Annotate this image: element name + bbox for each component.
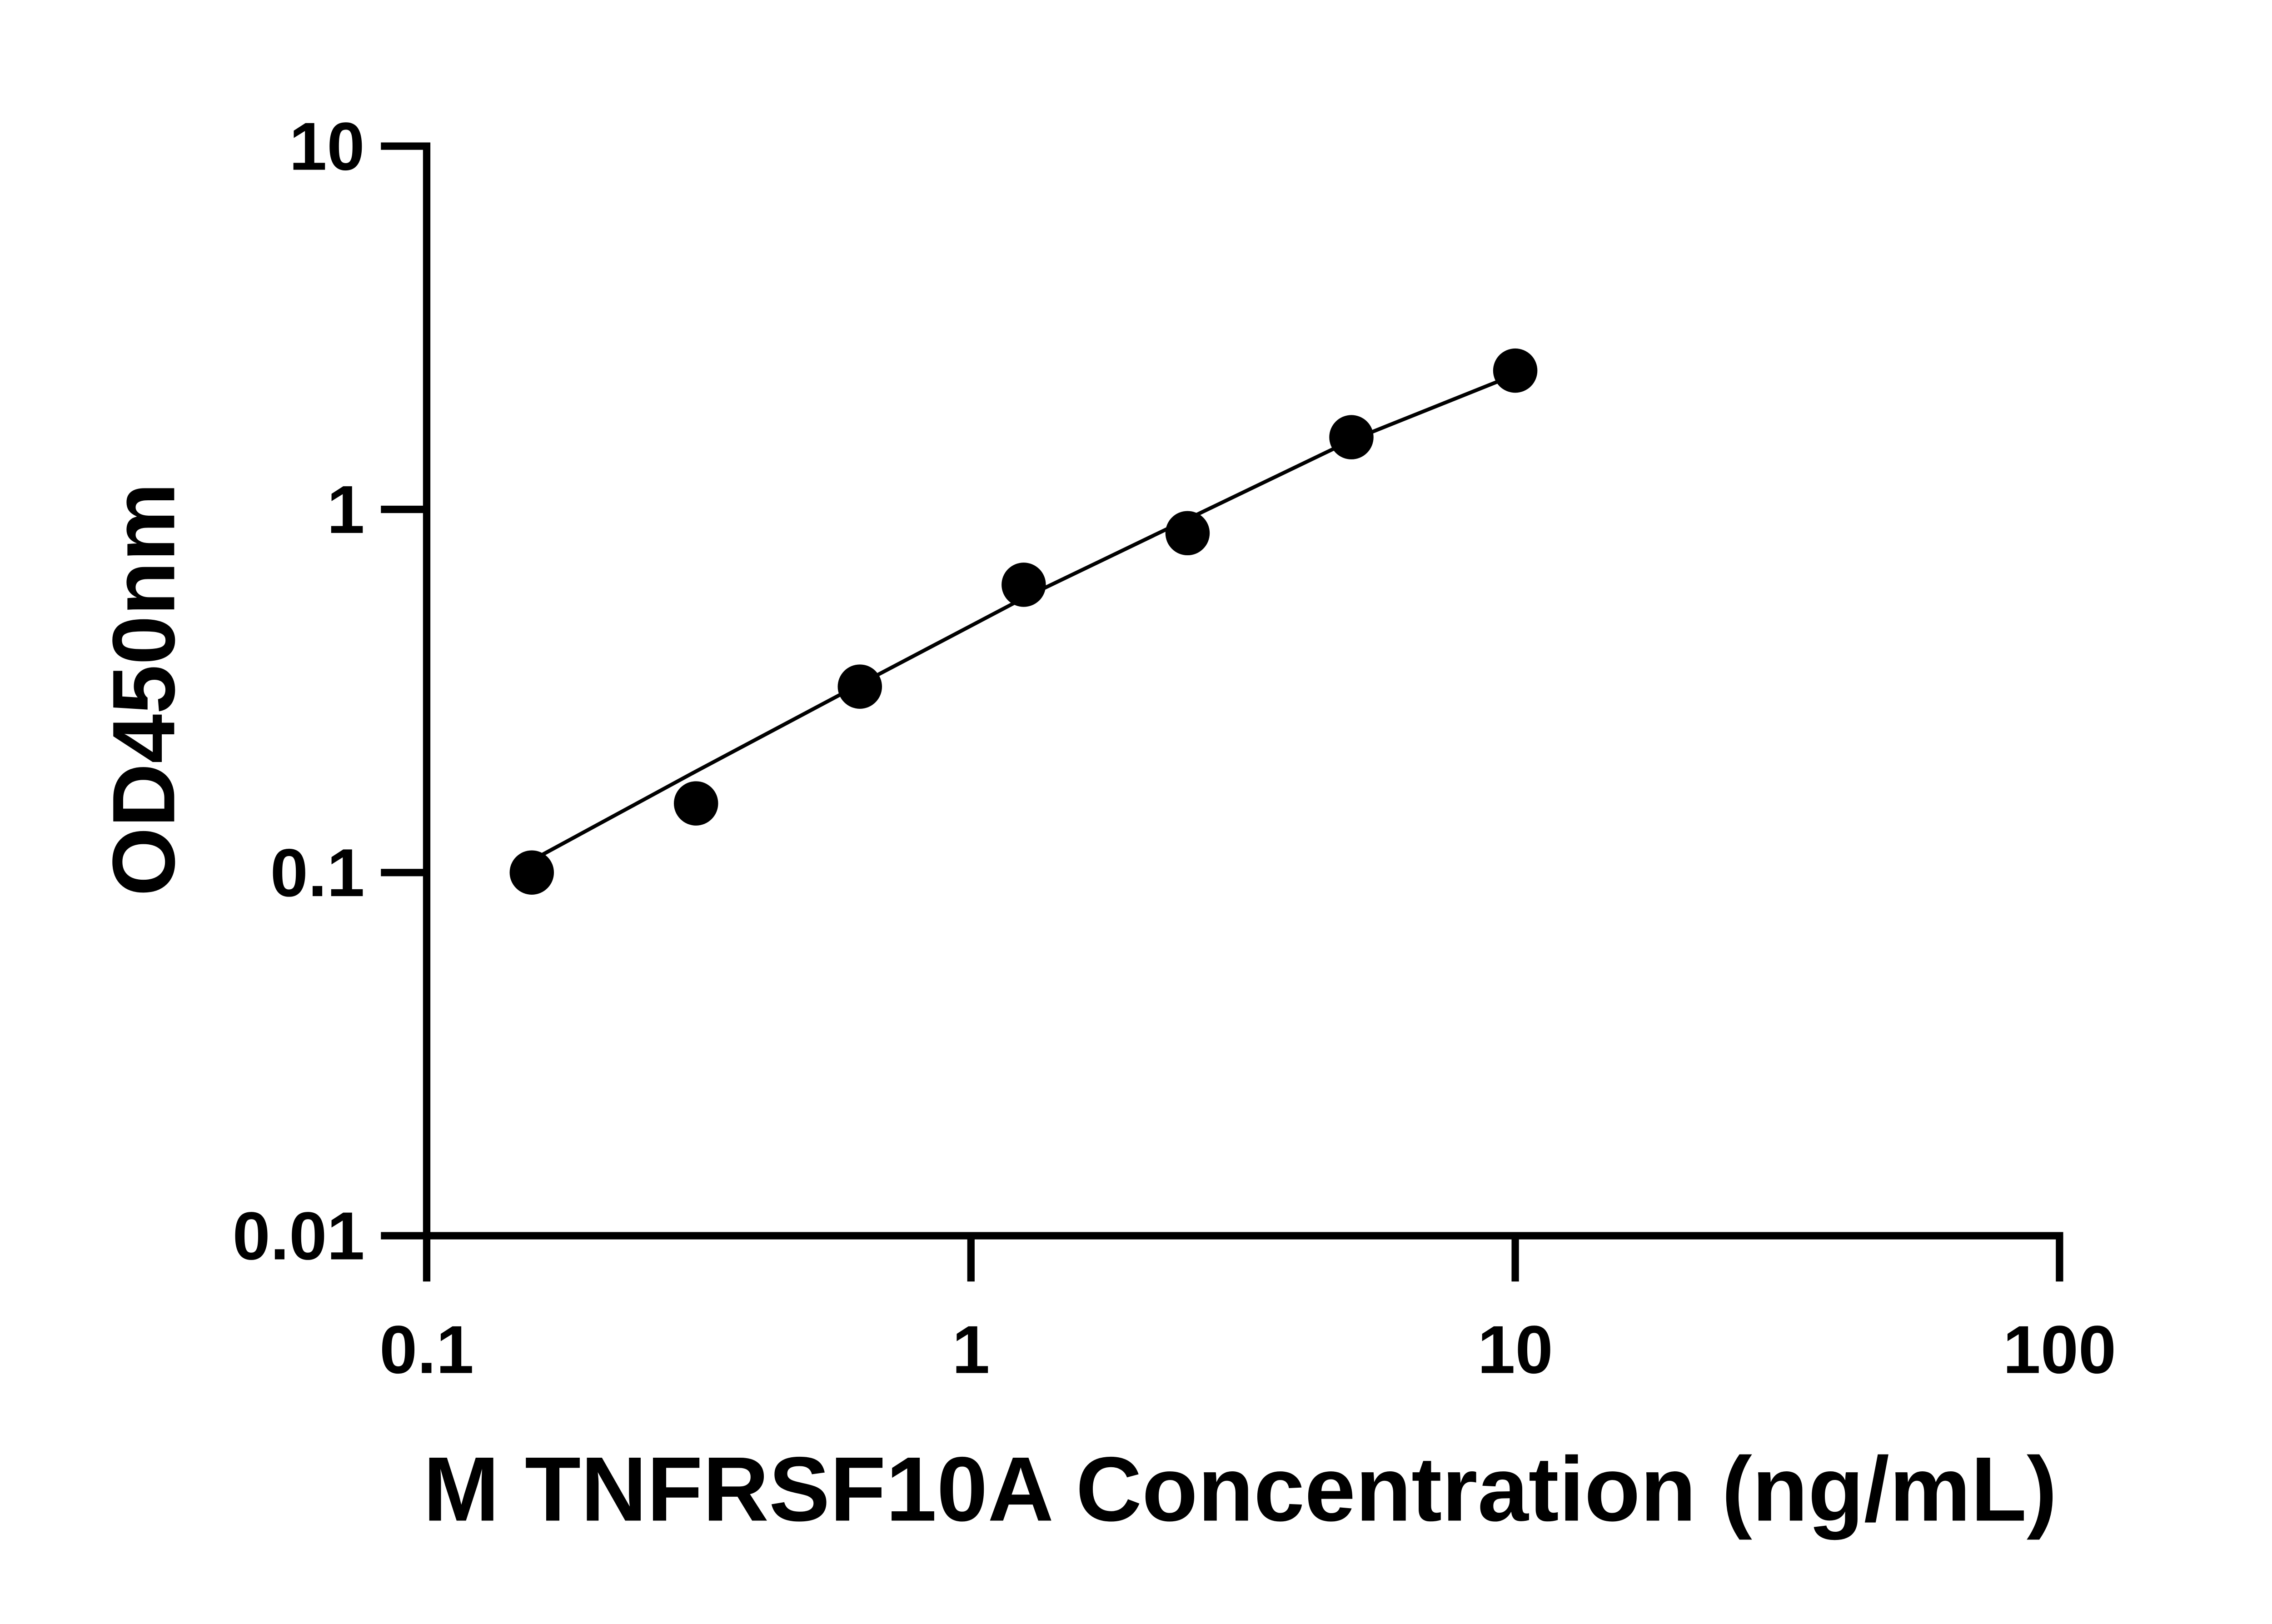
x-tick-label: 1 <box>952 1312 990 1388</box>
data-point <box>837 664 882 709</box>
y-axis-label: OD450nm <box>95 483 193 896</box>
data-point <box>509 850 554 895</box>
y-tick-label: 1 <box>327 472 364 548</box>
x-tick-label: 10 <box>1477 1312 1553 1388</box>
data-point <box>673 781 718 826</box>
x-axis-label: M TNFRSF10A Concentration (ng/mL) <box>423 1438 2057 1540</box>
data-point <box>1493 348 1538 393</box>
x-tick-label: 0.1 <box>379 1312 474 1388</box>
data-point <box>1001 563 1046 607</box>
data-point <box>1329 415 1374 459</box>
y-tick-label: 0.01 <box>233 1198 365 1274</box>
y-tick-label: 0.1 <box>270 835 365 911</box>
data-point <box>1165 511 1210 556</box>
y-tick-label: 10 <box>289 109 364 184</box>
x-tick-label: 100 <box>2003 1312 2116 1388</box>
